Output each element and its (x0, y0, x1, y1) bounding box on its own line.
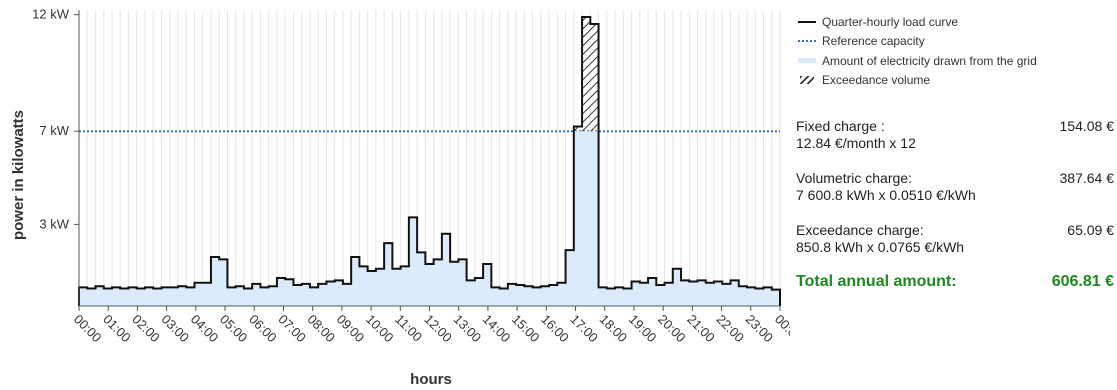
legend-item-reference: Reference capacity (796, 32, 1037, 52)
x-tick-labels: 00:0001:0002:0003:0004:0005:0006:0007:00… (71, 306, 790, 345)
grid-draw-area (79, 131, 780, 306)
cost-exceedance: Exceedance charge: 65.09 € 850.8 kWh x 0… (796, 221, 1114, 255)
legend-item-grid-draw: Amount of electricity drawn from the gri… (796, 51, 1037, 71)
legend-label: Reference capacity (822, 34, 925, 49)
legend-label: Amount of electricity drawn from the gri… (822, 53, 1037, 68)
y-tick-label: 12 kW (32, 7, 70, 22)
y-axis-label: power in kilowatts (10, 110, 27, 240)
x-tick-label: 10:00 (363, 312, 397, 346)
cost-amount: 65.09 € (1067, 222, 1114, 238)
total-annual-amount: Total annual amount: 606.81 € (796, 273, 1114, 291)
x-tick-label: 00:00 (772, 312, 790, 346)
solid-line-icon (796, 17, 818, 27)
load-curve-line (78, 15, 781, 306)
total-value: 606.81 € (1051, 273, 1114, 290)
x-tick-label: 00:00 (71, 312, 105, 346)
cost-title: Exceedance charge: (796, 222, 924, 238)
cost-volumetric: Volumetric charge: 387.64 € 7 600.8 kWh … (796, 169, 1114, 203)
x-tick-label: 12:00 (421, 312, 455, 346)
fill-swatch-icon (796, 56, 818, 66)
load-curve (78, 15, 781, 306)
x-tick-label: 21:00 (684, 312, 718, 346)
x-tick-label: 16:00 (538, 312, 572, 346)
cost-title: Fixed charge : (796, 118, 885, 134)
x-tick-label: 23:00 (743, 312, 777, 346)
x-tick-label: 04:00 (188, 312, 222, 346)
cost-detail: 12.84 €/month x 12 (796, 135, 916, 151)
cost-detail: 850.8 kWh x 0.0765 €/kWh (796, 239, 965, 255)
cost-amount: 387.64 € (1059, 170, 1115, 186)
y-tick-label: 3 kW (39, 216, 69, 231)
legend-label: Quarter-hourly load curve (822, 14, 959, 29)
cost-summary: Fixed charge : 154.08 € 12.84 €/month x … (796, 117, 1114, 291)
x-tick-label: 20:00 (655, 312, 689, 346)
x-tick-label: 09:00 (334, 312, 368, 346)
x-tick-label: 19:00 (626, 312, 660, 346)
hatch-swatch-icon (796, 75, 818, 85)
legend-label: Exceedance volume (822, 73, 931, 88)
x-axis-label: hours (410, 371, 452, 388)
dotted-line-icon (796, 36, 818, 46)
x-tick-label: 03:00 (159, 312, 193, 346)
exceedance-bar (590, 23, 599, 132)
axes (78, 10, 780, 307)
legend-item-load-curve: Quarter-hourly load curve (796, 12, 1037, 32)
legend-item-exceedance: Exceedance volume (796, 71, 1037, 91)
cost-detail: 7 600.8 kWh x 0.0510 €/kWh (796, 187, 976, 203)
x-tick-label: 07:00 (275, 312, 309, 346)
cost-fixed: Fixed charge : 154.08 € 12.84 €/month x … (796, 117, 1114, 151)
total-label: Total annual amount: (796, 273, 957, 290)
cost-title: Volumetric charge: (796, 170, 912, 186)
y-tick-label: 7 kW (39, 123, 69, 138)
grid-draw-fill (79, 131, 780, 306)
x-tick-label: 11:00 (392, 312, 425, 345)
x-tick-label: 06:00 (246, 312, 280, 346)
x-tick-label: 13:00 (451, 312, 485, 346)
x-tick-label: 01:00 (100, 312, 134, 346)
x-gridlines (78, 10, 781, 306)
x-tick-label: 17:00 (567, 312, 601, 346)
legend: Quarter-hourly load curve Reference capa… (796, 12, 1037, 90)
x-tick-label: 08:00 (305, 312, 339, 346)
y-tick-labels: 3 kW 7 kW 12 kW (32, 7, 79, 231)
x-tick-label: 14:00 (480, 312, 514, 346)
x-tick-label: 22:00 (713, 312, 747, 346)
x-tick-label: 02:00 (129, 312, 163, 346)
exceedance-bar (573, 126, 583, 132)
x-tick-label: 15:00 (509, 312, 543, 346)
x-tick-label: 05:00 (217, 312, 251, 346)
exceedance-volume (573, 16, 599, 132)
cost-amount: 154.08 € (1059, 118, 1115, 134)
exceedance-bar (582, 16, 591, 132)
x-tick-label: 18:00 (597, 312, 631, 346)
